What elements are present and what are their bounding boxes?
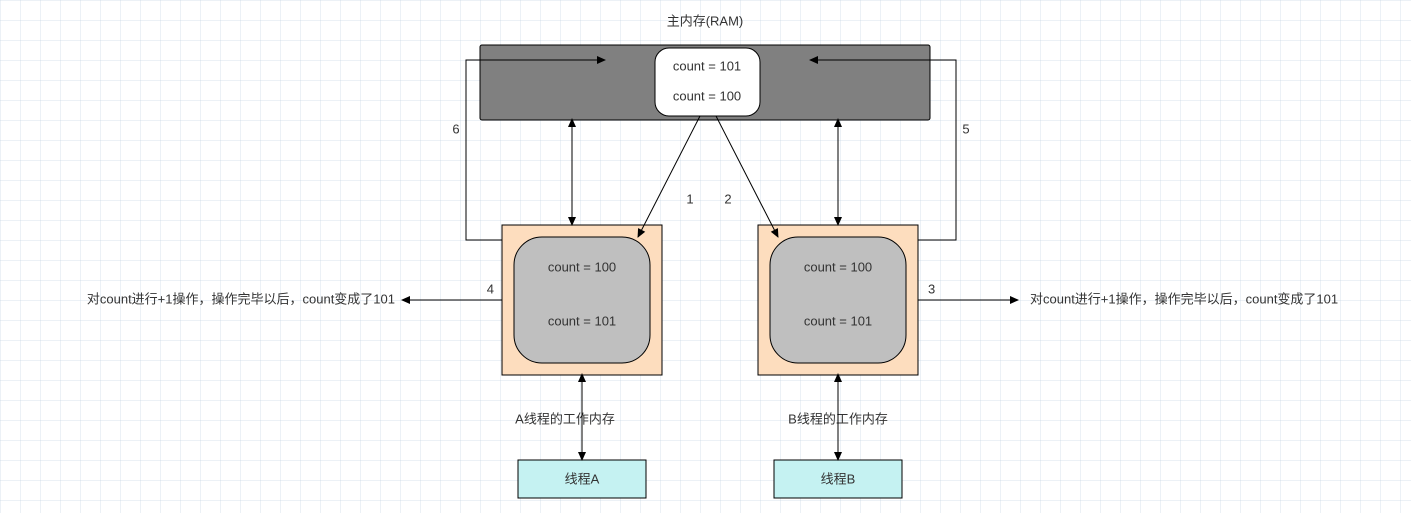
ram-line-1: count = 100 — [673, 88, 741, 103]
work-label-a: A线程的工作内存 — [515, 411, 615, 426]
cache-a-inner — [514, 237, 650, 363]
step-label-6: 6 — [452, 121, 459, 136]
thread-b-label: 线程B — [821, 471, 856, 486]
diagram-canvas: 主内存(RAM) count = 101 count = 100 count =… — [0, 0, 1411, 513]
step-label-4: 4 — [487, 281, 494, 296]
side-note-right: 对count进行+1操作，操作完毕以后，count变成了101 — [1030, 291, 1338, 306]
arrow-step-1 — [638, 116, 700, 237]
ram-line-0: count = 101 — [673, 58, 741, 73]
cache-b-inner — [770, 237, 906, 363]
thread-a-label: 线程A — [565, 471, 600, 486]
cache-b-line-1: count = 101 — [804, 313, 872, 328]
step-label-1: 1 — [686, 191, 693, 206]
ram-title: 主内存(RAM) — [667, 13, 744, 28]
arrow-step-2 — [716, 116, 778, 237]
cache-b-line-0: count = 100 — [804, 259, 872, 274]
cache-a-line-1: count = 101 — [548, 313, 616, 328]
cache-a-line-0: count = 100 — [548, 259, 616, 274]
side-note-left: 对count进行+1操作，操作完毕以后，count变成了101 — [87, 291, 395, 306]
step-label-3: 3 — [928, 281, 935, 296]
step-label-5: 5 — [962, 121, 969, 136]
step-label-2: 2 — [724, 191, 731, 206]
